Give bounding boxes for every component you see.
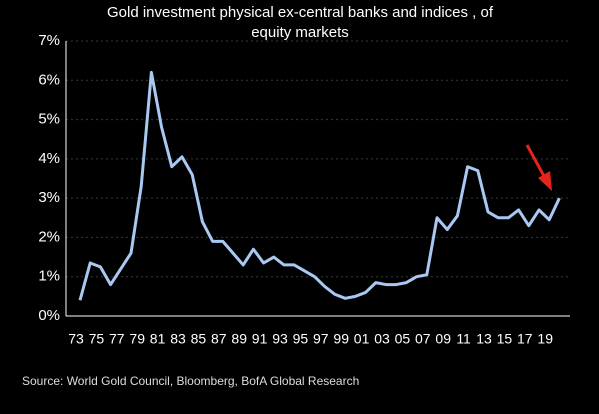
x-tick-label: 17 — [517, 331, 533, 347]
x-tick-label: 89 — [231, 331, 247, 347]
x-tick-label: 15 — [497, 331, 513, 347]
y-tick-label: 7% — [38, 32, 60, 49]
y-tick-label: 6% — [38, 71, 60, 88]
x-tick-label: 85 — [191, 331, 207, 347]
x-tick-label: 77 — [109, 331, 125, 347]
y-tick-label: 3% — [38, 189, 60, 206]
x-tick-label: 95 — [293, 331, 309, 347]
source-note: Source: World Gold Council, Bloomberg, B… — [22, 374, 359, 388]
chart-title: equity markets — [251, 24, 349, 41]
y-tick-label: 1% — [38, 268, 60, 285]
x-tick-label: 91 — [252, 331, 268, 347]
x-tick-label: 05 — [395, 331, 411, 347]
x-tick-label: 93 — [272, 331, 288, 347]
y-tick-label: 5% — [38, 111, 60, 128]
y-tick-label: 4% — [38, 150, 60, 167]
x-tick-label: 87 — [211, 331, 227, 347]
y-tick-label: 0% — [38, 307, 60, 324]
x-tick-label: 99 — [333, 331, 349, 347]
highlight-arrow — [525, 144, 552, 191]
x-tick-label: 07 — [415, 331, 431, 347]
x-tick-label: 09 — [435, 331, 451, 347]
y-tick-label: 2% — [38, 228, 60, 245]
x-tick-label: 83 — [170, 331, 186, 347]
chart-title: Gold investment physical ex-central bank… — [107, 4, 494, 21]
x-tick-label: 03 — [374, 331, 390, 347]
x-tick-label: 19 — [537, 331, 553, 347]
x-tick-label: 01 — [354, 331, 370, 347]
x-tick-label: 81 — [150, 331, 166, 347]
x-tick-label: 79 — [129, 331, 145, 347]
data-line — [78, 70, 561, 301]
x-tick-label: 75 — [89, 331, 105, 347]
x-tick-label: 11 — [456, 331, 471, 347]
x-tick-label: 97 — [313, 331, 329, 347]
x-tick-label: 73 — [68, 331, 84, 347]
x-tick-label: 13 — [476, 331, 492, 347]
